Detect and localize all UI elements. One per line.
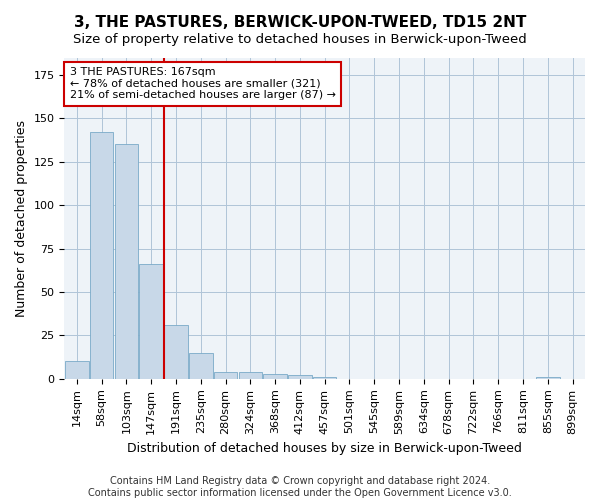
Bar [90, 132, 113, 379]
X-axis label: Distribution of detached houses by size in Berwick-upon-Tweed: Distribution of detached houses by size … [127, 442, 522, 455]
Bar [263, 374, 287, 379]
Bar [164, 325, 188, 379]
Bar [313, 377, 337, 379]
Bar [115, 144, 138, 379]
Bar [214, 372, 238, 379]
Text: 3, THE PASTURES, BERWICK-UPON-TWEED, TD15 2NT: 3, THE PASTURES, BERWICK-UPON-TWEED, TD1… [74, 15, 526, 30]
Text: 3 THE PASTURES: 167sqm
← 78% of detached houses are smaller (321)
21% of semi-de: 3 THE PASTURES: 167sqm ← 78% of detached… [70, 67, 335, 100]
Text: Contains HM Land Registry data © Crown copyright and database right 2024.
Contai: Contains HM Land Registry data © Crown c… [88, 476, 512, 498]
Bar [536, 377, 560, 379]
Y-axis label: Number of detached properties: Number of detached properties [15, 120, 28, 316]
Bar [65, 362, 89, 379]
Bar [288, 376, 311, 379]
Bar [239, 372, 262, 379]
Text: Size of property relative to detached houses in Berwick-upon-Tweed: Size of property relative to detached ho… [73, 32, 527, 46]
Bar [139, 264, 163, 379]
Bar [189, 353, 212, 379]
